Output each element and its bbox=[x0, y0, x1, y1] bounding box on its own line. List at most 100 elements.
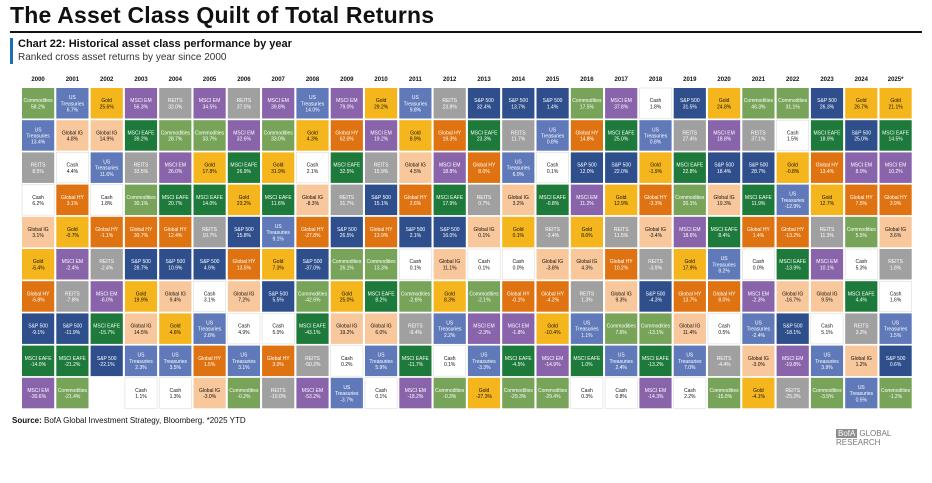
cell-asset-label: MSCI EAFE bbox=[59, 356, 87, 362]
cell-fill bbox=[330, 152, 363, 183]
cell-fill bbox=[639, 152, 672, 183]
cell-fill bbox=[296, 152, 329, 184]
cell-return-value: 17.9% bbox=[443, 201, 458, 207]
cell-return-value: 14.0% bbox=[305, 107, 320, 113]
cell-fill bbox=[776, 249, 809, 280]
quilt-cell-msci-em: MSCI EM-1.8% bbox=[502, 313, 535, 344]
cell-fill bbox=[193, 216, 226, 248]
cell-asset-label: Gold bbox=[616, 195, 627, 201]
cell-return-value: -27.3% bbox=[476, 394, 492, 400]
cell-fill bbox=[159, 120, 192, 151]
cell-asset-label: MSCI EAFE bbox=[196, 195, 224, 201]
cell-fill bbox=[433, 281, 466, 312]
quilt-cell-commodities: Commodities-29.4% bbox=[536, 377, 569, 409]
cell-asset-label: Global HY bbox=[61, 195, 84, 201]
cell-asset-label: Gold bbox=[890, 98, 901, 104]
cell-asset-label: MSCI EM bbox=[611, 98, 632, 104]
cell-fill bbox=[399, 248, 432, 280]
cell-asset-label: S&P 500 bbox=[97, 356, 117, 362]
quilt-cell-global-ig: Global IG-3.8% bbox=[536, 249, 569, 280]
cell-return-value: 11.6% bbox=[271, 201, 285, 207]
cell-asset-label: Global IG bbox=[714, 195, 735, 201]
cell-fill bbox=[502, 313, 535, 344]
cell-return-value: 1.6% bbox=[890, 298, 902, 304]
cell-asset-label: Treasuries bbox=[198, 327, 222, 333]
cell-return-value: -6.0% bbox=[100, 298, 114, 304]
cell-fill bbox=[570, 120, 603, 151]
cell-asset-label: Global HY bbox=[781, 227, 804, 233]
cell-fill bbox=[433, 120, 466, 151]
cell-return-value: -7.8% bbox=[66, 298, 80, 304]
cell-return-value: -0.8% bbox=[546, 201, 560, 207]
cell-return-value: -4.5% bbox=[512, 362, 526, 368]
quilt-cell-msci-em: MSCI EM-18.2% bbox=[399, 377, 432, 409]
quilt-cell-global-ig: Global IG-8.3% bbox=[296, 184, 329, 216]
cell-fill bbox=[22, 281, 55, 312]
cell-fill bbox=[124, 281, 158, 312]
cell-asset-label: Gold bbox=[719, 98, 730, 104]
cell-fill bbox=[124, 377, 158, 409]
cell-return-value: -25.2% bbox=[785, 394, 801, 400]
cell-return-value: -27.8% bbox=[305, 233, 321, 239]
cell-fill bbox=[433, 313, 466, 344]
cell-fill bbox=[501, 248, 535, 280]
cell-return-value: 0.0% bbox=[513, 265, 525, 271]
cell-asset-label: Treasuries bbox=[507, 166, 531, 172]
cell-return-value: -0.3% bbox=[443, 394, 457, 400]
cell-asset-label: REITS bbox=[854, 324, 869, 330]
title-divider bbox=[10, 31, 922, 33]
cell-return-value: -3.4% bbox=[546, 233, 560, 239]
quilt-cell-msci-em: MSCI EM-6.0% bbox=[90, 281, 123, 312]
cell-asset-label: REITS bbox=[168, 98, 183, 104]
cell-return-value: 23.3% bbox=[477, 137, 492, 143]
year-header-2006: 2006 bbox=[237, 77, 251, 83]
cell-asset-label: Commodities bbox=[504, 388, 534, 394]
cell-fill bbox=[159, 216, 192, 248]
cell-asset-label: US bbox=[583, 320, 591, 326]
quilt-cell-global-hy: Global HY3.9% bbox=[879, 184, 912, 216]
cell-fill bbox=[193, 377, 226, 409]
cell-asset-label: Commodities bbox=[229, 388, 259, 394]
cell-return-value: 1.8% bbox=[101, 201, 113, 207]
quilt-cell-gold: Gold-27.3% bbox=[467, 377, 501, 409]
cell-return-value: -1.1% bbox=[100, 233, 114, 239]
cell-return-value: -13.2% bbox=[648, 362, 664, 368]
cell-fill bbox=[673, 184, 706, 216]
quilt-cell-global-hy: Global HY1.5% bbox=[193, 345, 226, 377]
cell-return-value: 13.5% bbox=[237, 265, 252, 271]
cell-fill bbox=[742, 248, 775, 280]
cell-fill bbox=[193, 313, 226, 344]
cell-asset-label: Cash bbox=[821, 324, 833, 330]
cell-return-value: 6.0% bbox=[375, 330, 387, 336]
cell-fill bbox=[708, 120, 741, 151]
cell-fill bbox=[467, 345, 501, 377]
cell-asset-label: REITS bbox=[99, 259, 114, 265]
cell-fill bbox=[673, 281, 706, 312]
cell-asset-label: MSCI EAFE bbox=[676, 163, 704, 169]
cell-asset-label: REITS bbox=[545, 227, 560, 233]
cell-asset-label: Cash bbox=[444, 356, 456, 362]
cell-fill bbox=[570, 216, 603, 248]
cell-fill bbox=[467, 248, 501, 280]
cell-fill bbox=[193, 152, 226, 183]
cell-asset-label: Commodities bbox=[744, 98, 774, 104]
cell-asset-label: Global HY bbox=[713, 291, 736, 297]
cell-return-value: -21.2% bbox=[64, 362, 80, 368]
cell-return-value: 26.3% bbox=[820, 104, 835, 110]
quilt-cell-global-hy: Global HY-0.1% bbox=[502, 281, 535, 312]
cell-fill bbox=[467, 88, 501, 119]
